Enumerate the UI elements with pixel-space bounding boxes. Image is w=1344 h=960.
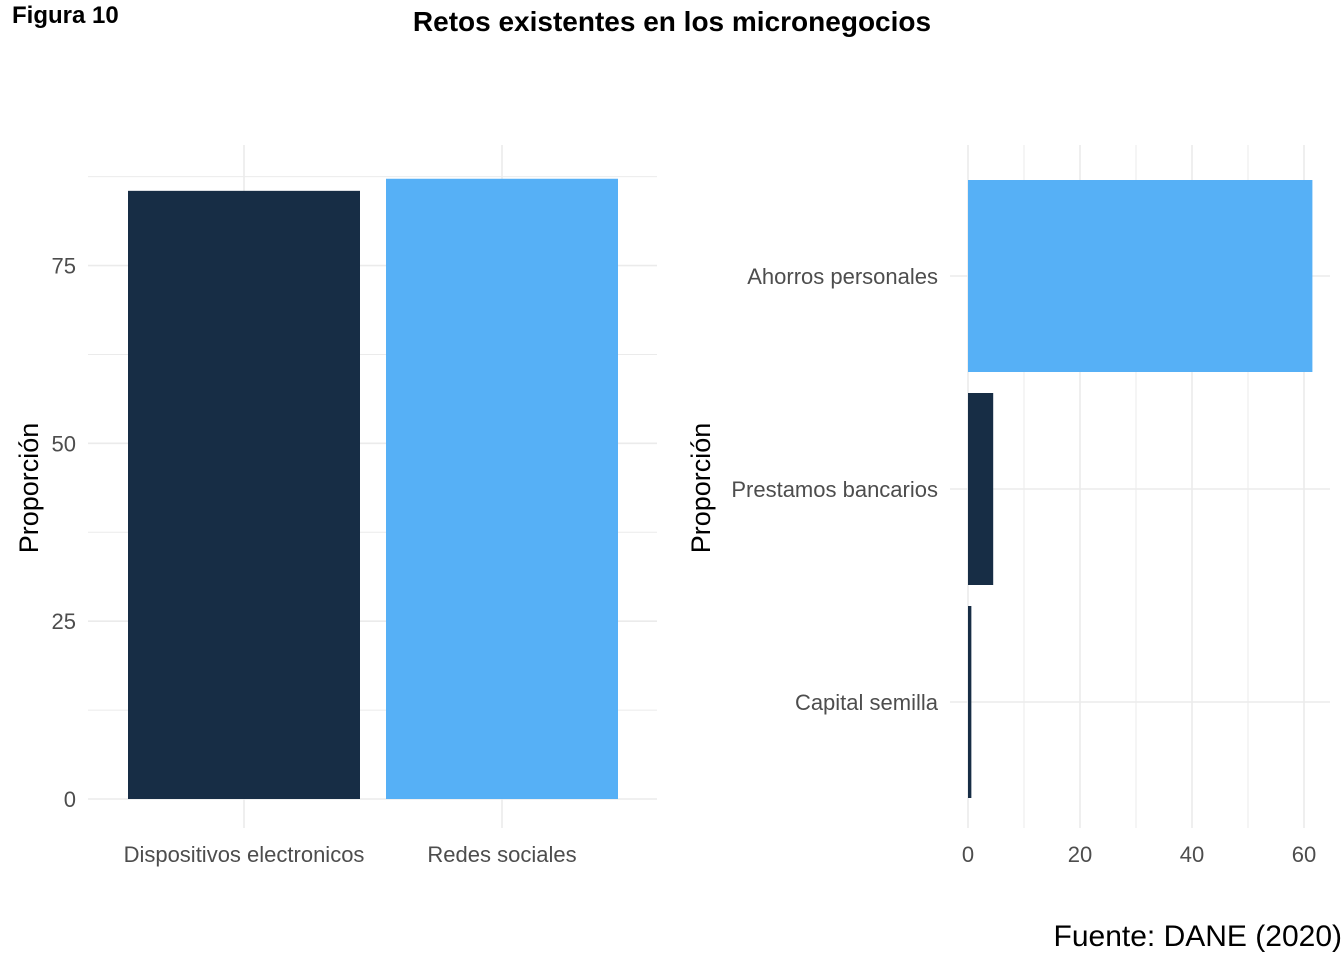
x-tick-label: Dispositivos electronicos (124, 842, 365, 867)
y-tick-label: 50 (52, 431, 76, 456)
bar-dispositivos-electronicos (128, 190, 360, 799)
y-tick-label: 25 (52, 609, 76, 634)
figure-label: Figura 10 (12, 2, 119, 29)
left-bar-chart: 0 25 50 75 Dispositivos electronicos Redes so… (14, 145, 657, 867)
y-tick-label: Capital semilla (795, 690, 939, 715)
x-tick-label: 40 (1180, 842, 1204, 867)
x-tick-label: 0 (962, 842, 974, 867)
y-tick-label: 75 (52, 254, 76, 279)
x-tick-label: 20 (1068, 842, 1092, 867)
bar-redes-sociales (386, 178, 618, 799)
y-tick-label: 0 (64, 787, 76, 812)
bar-ahorros-personales (968, 180, 1313, 372)
chart-title: Retos existentes en los micronegocios (412, 6, 932, 37)
x-tick-label: Redes sociales (427, 842, 576, 867)
y-axis-label: Proporción (14, 423, 44, 554)
y-axis-label: Proporción (686, 423, 716, 554)
right-bar-chart: 0 20 40 60 Capital semilla Prestamos bancario… (686, 145, 1330, 867)
source-note: Fuente: DANE (2020) (1053, 920, 1342, 953)
bar-prestamos-bancarios (968, 393, 994, 585)
bar-capital-semilla (968, 606, 972, 798)
x-tick-label: 60 (1292, 842, 1316, 867)
y-tick-label: Ahorros personales (747, 264, 938, 289)
y-tick-label: Prestamos bancarios (731, 477, 938, 502)
